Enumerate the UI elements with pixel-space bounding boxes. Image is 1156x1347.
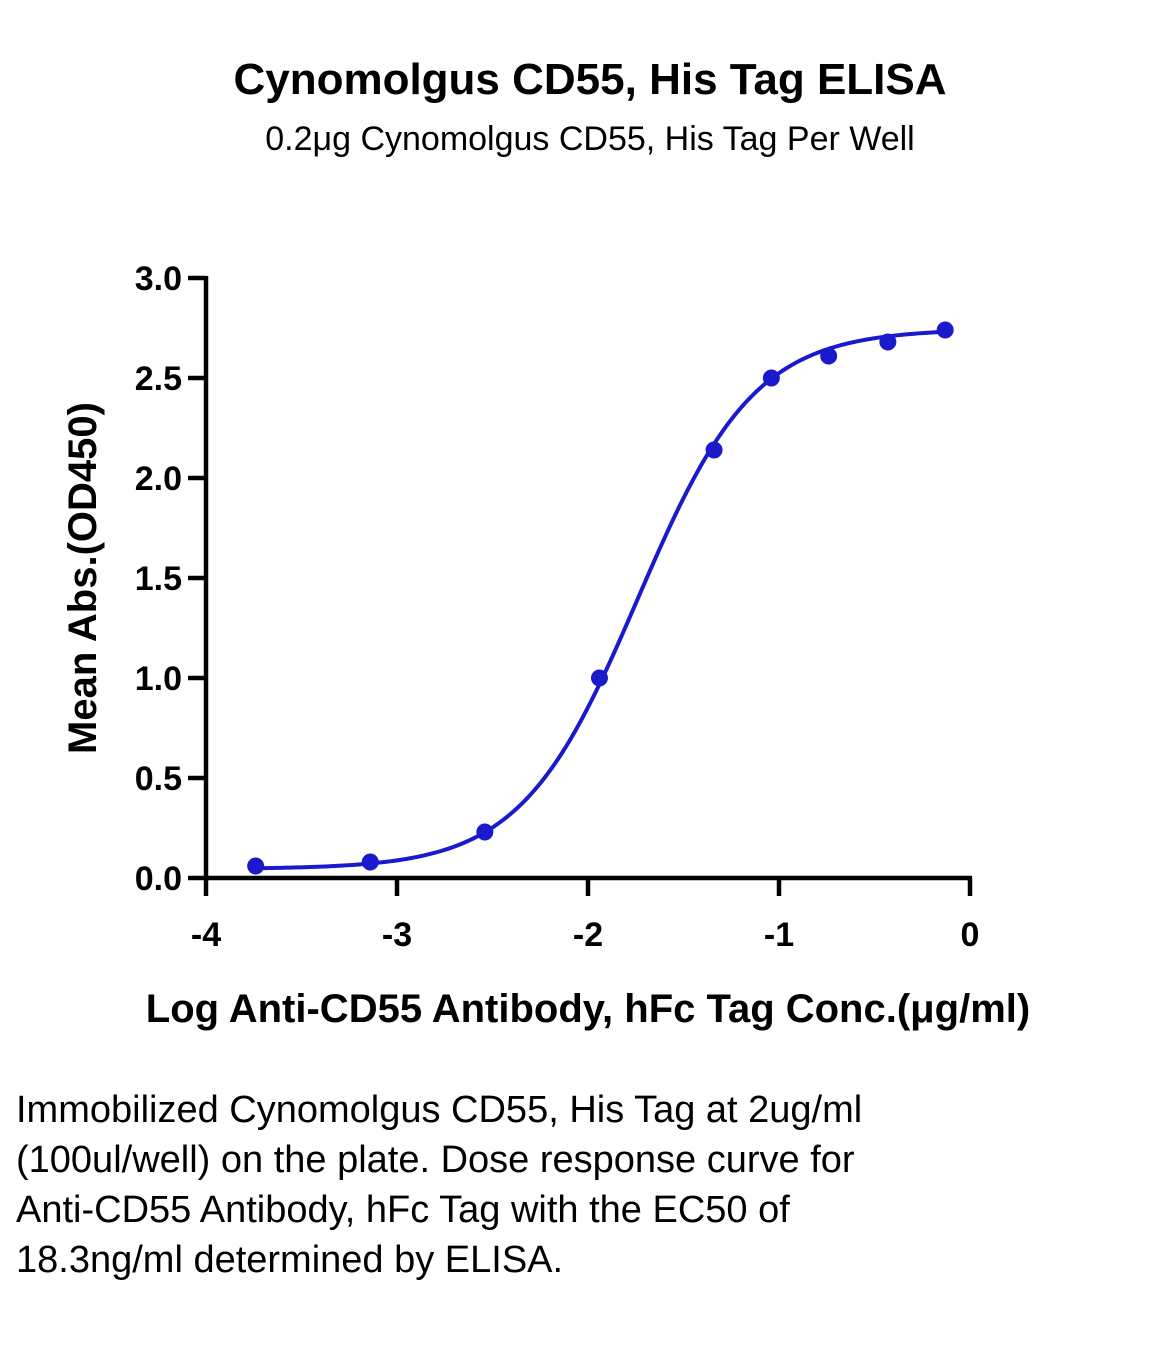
data-point [879,333,897,351]
y-tick-label: 2.0 [135,460,182,498]
elisa-chart: Cynomolgus CD55, His Tag ELISA 0.2μg Cyn… [61,55,1030,1031]
x-tick-label: -3 [382,916,412,954]
y-tick-label: 0.0 [135,860,182,898]
axes [203,276,972,881]
x-tick-label: -2 [573,916,603,954]
x-tick-label: -1 [764,916,794,954]
y-axis-label: Mean Abs.(OD450) [61,402,105,754]
y-tick-label: 3.0 [135,260,182,298]
data-points [247,321,954,875]
x-ticks: -4 -3 -2 -1 0 [191,878,980,954]
chart-subtitle: 0.2μg Cynomolgus CD55, His Tag Per Well [265,120,915,158]
y-tick-label: 0.5 [135,760,182,798]
chart-caption: Immobilized Cynomolgus CD55, His Tag at … [16,1089,863,1281]
y-tick-label: 1.5 [135,560,182,598]
fit-curve [253,329,948,871]
x-tick-label: 0 [961,916,980,954]
data-point [936,321,954,339]
chart-title: Cynomolgus CD55, His Tag ELISA [233,55,946,104]
x-tick-label: -4 [191,916,221,954]
y-tick-label: 1.0 [135,660,182,698]
data-point [476,823,494,841]
data-point [247,857,265,875]
data-point [762,369,780,387]
data-point [590,669,608,687]
data-point [705,441,723,459]
y-ticks: 0.0 0.5 1.0 1.5 2.0 2.5 3.0 [135,260,206,898]
data-point [361,853,379,871]
y-tick-label: 2.5 [135,360,182,398]
x-axis-label: Log Anti-CD55 Antibody, hFc Tag Conc.(μg… [146,987,1030,1031]
data-point [820,347,838,365]
